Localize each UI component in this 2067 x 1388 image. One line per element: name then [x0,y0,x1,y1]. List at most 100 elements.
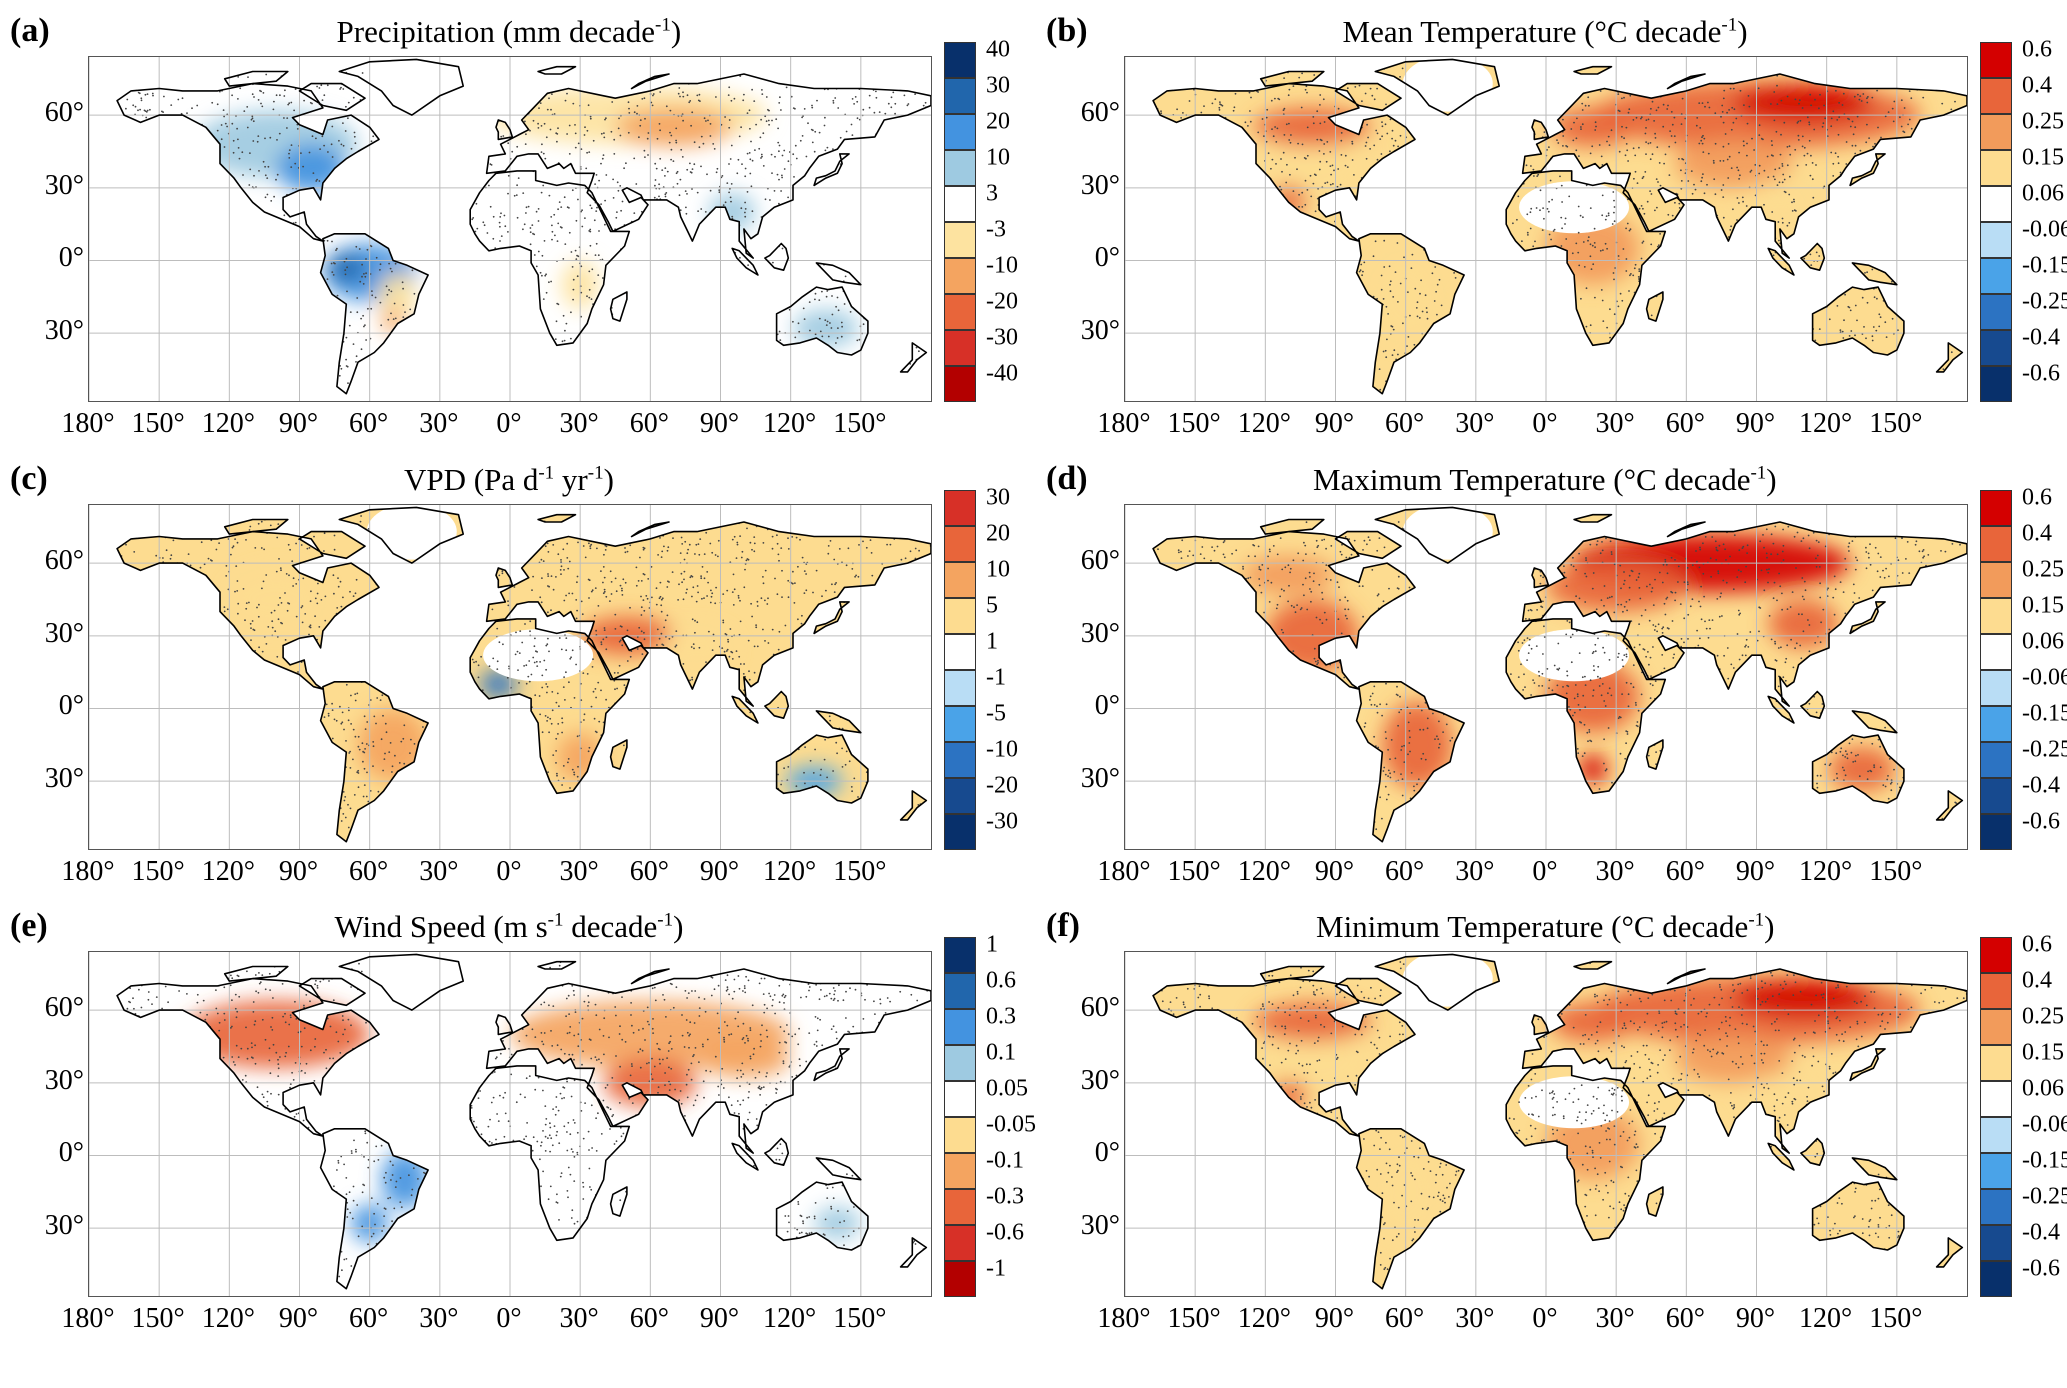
lat-tick-label: 0° [1094,1137,1120,1169]
lat-tick-label: 60° [1080,97,1120,129]
colorbar-swatch [1980,366,2012,402]
colorbar-swatch [1980,114,2012,150]
colorbar-tick-label: 40 [986,36,1010,63]
colorbar-swatch [944,814,976,850]
colorbar-tick-label: 1 [986,931,998,958]
colorbar-swatch [944,150,976,186]
lon-tick-label: 150° [1167,408,1221,439]
lon-tick-label: 150° [1869,408,1923,439]
panel-c: (c) VPD (Pa d-1 yr-1) 60° 30° 0° 30° 180° 150° 1… [10,460,1040,910]
colorbar-swatch [944,258,976,294]
colorbar-swatch [1980,330,2012,366]
lon-tick-label: 90° [278,408,319,439]
lon-tick-label: 30° [419,1303,459,1334]
lon-tick-label: 90° [699,408,740,439]
colorbar-tick-label: -0.4 [2022,1219,2060,1246]
panel-title: Minimum Temperature (°C decade-1) [1316,909,1775,944]
colorbar: 0.6 0.4 0.25 0.15 0.06 -0.06 -0.15 -0.25 -0.4 -0.… [1980,37,2067,402]
colorbar-swatch [1980,150,2012,186]
lon-tick-label: 30° [419,408,459,439]
lon-tick-label: 60° [1665,1303,1705,1334]
colorbar-swatch [944,366,976,402]
panel-label: (e) [10,907,48,944]
panel-title: Mean Temperature (°C decade-1) [1342,14,1748,49]
map-svg [89,952,931,1296]
colorbar-tick-label: 0.25 [2022,556,2064,583]
colorbar-tick-label: -0.4 [2022,324,2060,351]
colorbar: 0.6 0.4 0.25 0.15 0.06 -0.06 -0.15 -0.25 -0.4 -0.… [1980,932,2067,1297]
lon-tick-label: 120° [1799,856,1853,887]
colorbar-swatch [1980,814,2012,850]
colorbar-tick-label: -0.6 [986,1219,1024,1246]
colorbar-tick-label: -0.05 [986,1111,1036,1138]
colorbar-swatch [944,706,976,742]
colorbar-swatch [944,294,976,330]
lat-tick-label: 60° [1080,545,1120,577]
lat-tick-label: 30° [44,1210,84,1242]
map-frame [88,504,932,850]
colorbar-swatch [944,670,976,706]
colorbar-tick-label: 20 [986,108,1010,135]
lat-tick-label: 0° [1094,690,1120,722]
colorbar: 0.6 0.4 0.25 0.15 0.06 -0.06 -0.15 -0.25 -0.4 -0.… [1980,485,2067,850]
colorbar-swatch [944,114,976,150]
colorbar-swatch [944,634,976,670]
colorbar-tick-label: -1 [986,1255,1006,1282]
colorbar-tick-label: 20 [986,520,1010,547]
colorbar-swatch [944,526,976,562]
colorbar-tick-label: -0.1 [986,1147,1024,1174]
lon-tick-label: 180° [1097,408,1151,439]
colorbar-tick-label: -20 [986,772,1018,799]
colorbar-swatch [1980,42,2012,78]
lon-tick-label: 60° [629,1303,669,1334]
lon-tick-label: 30° [559,856,599,887]
colorbar-tick-label: 0.15 [2022,592,2064,619]
map-frame [1124,951,1968,1297]
colorbar-swatch [1980,598,2012,634]
lon-tick-label: 60° [629,856,669,887]
colorbar-tick-label: 0.06 [2022,628,2064,655]
colorbar: 30 20 10 5 1 -1 -5 -10 -20 -30 [944,485,1018,850]
colorbar-swatch [1980,186,2012,222]
map-frame [1124,56,1968,402]
colorbar-swatch [944,1153,976,1189]
lon-tick-label: 120° [1799,408,1853,439]
colorbar-swatch [1980,1009,2012,1045]
colorbar-swatch [1980,562,2012,598]
lat-tick-label: 0° [58,1137,84,1169]
colorbar-tick-label: -0.06 [2022,1111,2067,1138]
lon-tick-label: 60° [1385,1303,1425,1334]
lat-tick-label: 30° [1080,1064,1120,1096]
colorbar-tick-label: -10 [986,736,1018,763]
colorbar-tick-label: 0.3 [986,1003,1016,1030]
colorbar-swatch [1980,1117,2012,1153]
colorbar-swatch [944,742,976,778]
panel-b: (b) Mean Temperature (°C decade-1) 60° 30° 0… [1046,12,2067,462]
lon-tick-label: 30° [1595,408,1635,439]
lon-tick-label: 120° [763,408,817,439]
colorbar-tick-label: -0.6 [2022,808,2060,835]
lon-tick-label: 150° [1869,856,1923,887]
map-svg [1125,952,1967,1296]
colorbar-swatch [1980,937,2012,973]
colorbar-tick-label: -0.15 [2022,1147,2067,1174]
lon-tick-label: 180° [61,856,115,887]
colorbar-tick-label: 0.6 [2022,931,2052,958]
colorbar-tick-label: 30 [986,72,1010,99]
colorbar: 1 0.6 0.3 0.1 0.05 -0.05 -0.1 -0.3 -0.6 -1 [944,932,1036,1297]
lon-tick-label: 180° [61,408,115,439]
lon-tick-label: 0° [496,408,522,439]
lon-tick-label: 120° [1237,408,1291,439]
lon-tick-label: 150° [1167,856,1221,887]
colorbar-tick-label: 30 [986,484,1010,511]
lon-tick-label: 90° [1314,408,1355,439]
colorbar-tick-label: -20 [986,288,1018,315]
colorbar-tick-label: 0.6 [986,967,1016,994]
colorbar-tick-label: 10 [986,556,1010,583]
colorbar-swatch [1980,294,2012,330]
colorbar-tick-label: -0.3 [986,1183,1024,1210]
lat-tick-label: 0° [58,690,84,722]
lon-tick-label: 30° [1595,856,1635,887]
map-frame [1124,504,1968,850]
lat-tick-label: 60° [44,545,84,577]
